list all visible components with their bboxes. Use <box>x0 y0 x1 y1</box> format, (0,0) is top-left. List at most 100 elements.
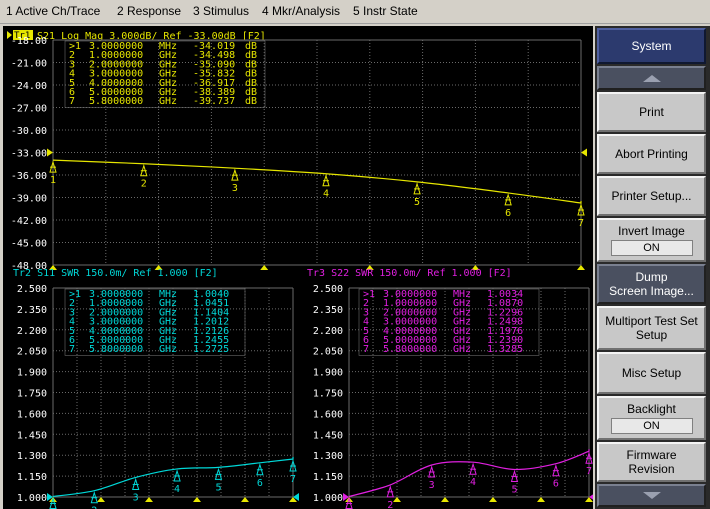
tr3-table-unit: GHz <box>453 344 471 355</box>
print-button[interactable]: Print <box>597 92 706 132</box>
tr1-marker-7: 7 <box>577 203 585 229</box>
tr2-table-unit: MHz <box>159 289 177 300</box>
tr3-table-id: >1 <box>363 289 375 300</box>
tr1-table-unit: GHz <box>159 78 177 89</box>
tr2-table-unit: GHz <box>159 298 177 309</box>
tr3-ytick-label: 1.000 <box>313 493 343 504</box>
tr1-marker-4: 4 <box>322 173 330 200</box>
tr3-marker-id-label: 4 <box>470 477 476 488</box>
tr2-ytick-label: 1.900 <box>17 368 47 379</box>
tr3-table-unit: GHz <box>453 317 471 328</box>
firmware-revision-button[interactable]: Firmware Revision <box>597 442 706 482</box>
tr2-xtick-marker <box>97 497 105 502</box>
tr3-marker-5: 5 <box>510 469 519 495</box>
tr2-ytick-label: 1.150 <box>17 472 47 483</box>
tr1-marker-2: 2 <box>140 163 148 190</box>
invert-image-label: Invert Image <box>618 224 685 238</box>
tr1-table-id: 5 <box>69 78 75 89</box>
misc-setup-button[interactable]: Misc Setup <box>597 352 706 394</box>
tr3-xtick-marker <box>441 497 449 502</box>
tr2-xtick-marker <box>193 497 201 502</box>
tr3-table-value: 1.2296 <box>487 307 523 318</box>
scroll-up-button[interactable] <box>597 66 706 90</box>
print-label: Print <box>639 105 664 119</box>
tr1-ref-left-marker <box>47 148 53 157</box>
menu-active-ch-trace[interactable]: 1 Active Ch/Trace <box>6 4 101 18</box>
tr1-active-arrow-icon <box>7 31 12 39</box>
tr3-table-value: 1.0870 <box>487 298 523 309</box>
printer-setup-button[interactable]: Printer Setup... <box>597 176 706 216</box>
tr2-marker-1: 1 <box>49 496 57 509</box>
tr3-table-unit: GHz <box>453 307 471 318</box>
tr2-table-unit: GHz <box>159 344 177 355</box>
tr3-marker-table-frame <box>358 288 540 356</box>
tr2-table-unit: GHz <box>159 335 177 346</box>
tr1-trace-line <box>52 159 582 204</box>
softkey-panel: System Print Abort Printing Printer Setu… <box>595 26 710 509</box>
tr1-table-value: -39.737 <box>193 96 235 107</box>
tr3-table-value: 1.3285 <box>487 344 523 355</box>
menu-stimulus[interactable]: 3 Stimulus <box>193 4 250 18</box>
backlight-button[interactable]: Backlight ON <box>597 396 706 440</box>
abort-printing-button[interactable]: Abort Printing <box>597 134 706 174</box>
tr3-table-id: 5 <box>363 326 369 337</box>
scroll-down-button[interactable] <box>597 484 706 507</box>
tr1-table-freq: 3.0000000 <box>89 69 143 80</box>
tr3-xtick-marker <box>537 497 545 502</box>
tr2-ytick-label: 1.450 <box>17 430 47 441</box>
tr1-table-vunit: dB <box>245 50 257 61</box>
tr1-table-value: -35.090 <box>193 59 235 70</box>
softkey-system-title: System <box>597 28 706 64</box>
menu-instr-state[interactable]: 5 Instr State <box>353 4 418 18</box>
tr2-table-unit: GHz <box>159 317 177 328</box>
tr3-marker-2: 2 <box>386 485 394 509</box>
tr1-marker-1: 1 <box>49 160 57 186</box>
tr3-ytick-label: 1.750 <box>313 389 343 400</box>
tr1-table-freq: 5.0000000 <box>89 87 143 98</box>
tr3-table-value: 1.1976 <box>487 326 523 337</box>
tr1-xtick-marker <box>577 265 585 270</box>
tr1-table-vunit: dB <box>245 78 257 89</box>
tr3-table-value: 1.2390 <box>487 335 523 346</box>
tr3-marker-7: 7 <box>585 451 593 477</box>
tr3-ytick-label: 1.900 <box>313 368 343 379</box>
menu-response[interactable]: 2 Response <box>117 4 182 18</box>
menu-mkr-analysis[interactable]: 4 Mkr/Analysis <box>262 4 341 18</box>
tr2-table-id: 2 <box>69 298 75 309</box>
tr3-ytick-label: 2.200 <box>313 326 343 337</box>
tr2-table-freq: 1.0000000 <box>89 298 143 309</box>
tr1-ytick-label: -36.00 <box>11 171 47 182</box>
firmware-label-line2: Revision <box>628 462 675 476</box>
tr3-marker-4: 4 <box>469 462 477 488</box>
tr1-ytick-label: -18.00 <box>11 36 47 47</box>
tr2-table-id: >1 <box>69 289 81 300</box>
tr3-table-freq: 1.0000000 <box>383 298 437 309</box>
tr1-title: S21 Log Mag 3.000dB/ Ref -33.00dB [F2] <box>37 31 266 42</box>
tr1-table-vunit: dB <box>245 96 257 107</box>
tr1-table-vunit: dB <box>245 69 257 80</box>
tr2-ref-left-marker <box>47 493 53 501</box>
tr3-table-freq: 3.0000000 <box>383 289 437 300</box>
tr1-table-unit: GHz <box>159 87 177 98</box>
tr2-table-freq: 5.0000000 <box>89 335 143 346</box>
dump-label-line1: Dump <box>635 270 668 284</box>
dump-screen-image-button[interactable]: Dump Screen Image... <box>597 264 706 304</box>
tr1-table-freq: 5.8000000 <box>89 96 143 107</box>
multiport-label-line2: Setup <box>635 328 668 342</box>
tr2-table-freq: 4.0000000 <box>89 326 143 337</box>
tr1-table-id: 7 <box>69 96 75 107</box>
tr2-marker-7: 7 <box>289 459 297 485</box>
tr2-table-unit: GHz <box>159 326 177 337</box>
abort-printing-label: Abort Printing <box>615 147 688 161</box>
tr2-ytick-label: 1.300 <box>17 451 47 462</box>
tr3-ytick-label: 2.500 <box>313 284 343 295</box>
invert-image-button[interactable]: Invert Image ON <box>597 218 706 262</box>
tr1-table-id: >1 <box>69 41 81 52</box>
tr1-table-value: -38.389 <box>193 87 235 98</box>
tr2-marker-5: 5 <box>214 467 223 493</box>
tr2-trace-line <box>52 457 294 498</box>
tr1-xtick-marker <box>49 265 57 270</box>
tr2-ytick-label: 2.500 <box>17 284 47 295</box>
multiport-test-set-setup-button[interactable]: Multiport Test Set Setup <box>597 306 706 350</box>
tr2-marker-3: 3 <box>132 477 140 503</box>
